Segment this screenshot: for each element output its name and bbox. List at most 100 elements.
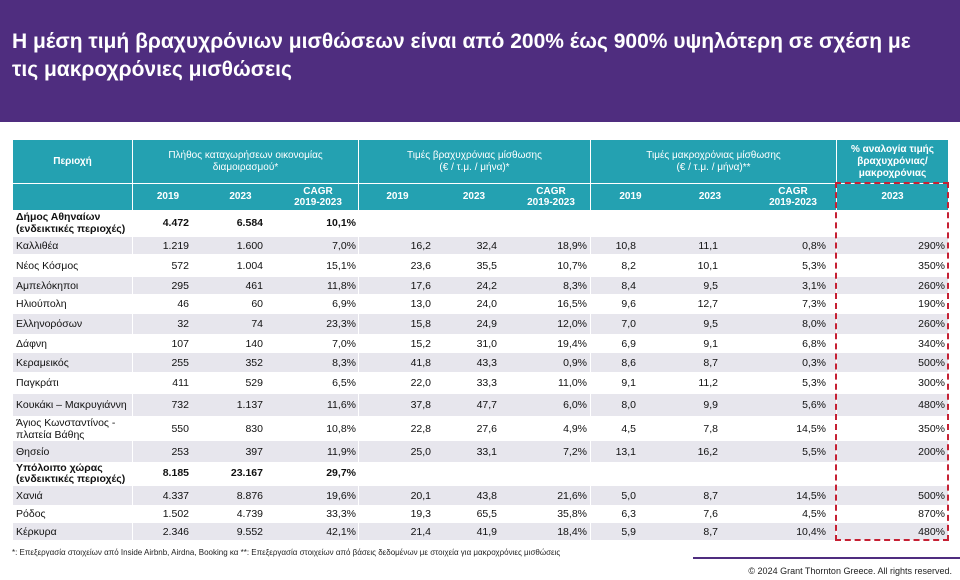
long-term-rent-2023-cell: 7,6	[703, 508, 718, 520]
listings-2019-cell: 550	[132, 417, 203, 440]
empty-cell	[590, 463, 670, 485]
empty-cell	[670, 463, 750, 485]
listings-cagr-cell: 42,1%	[326, 525, 356, 538]
region-cell: Θησείο	[16, 445, 50, 458]
long-term-rent-2019-cell: 8,4	[590, 277, 670, 294]
short-term-rent-cagr-cell: 18,4%	[557, 525, 587, 538]
region-cell: Δήμος Αθηναίων (ενδεικτικές περιοχές)	[16, 211, 126, 235]
table-row: Κεραμεικός 255 352 8,3% 41,8 43,3 0,9% 8,6 8,7 0,…	[13, 352, 948, 372]
ratio-2023-cell: 500%	[836, 353, 948, 372]
listings-2019-cell: 411	[132, 373, 203, 393]
region-cell: Ηλιούπολη	[16, 298, 67, 310]
short-term-rent-2019-cell: 21,4	[358, 523, 436, 540]
long-term-rent-2019-cell: 8,0	[590, 394, 670, 416]
short-term-rent-2019-cell: 17,6	[358, 277, 436, 294]
table-row: Κέρκυρα 2.346 9.552 42,1% 21,4 41,9 18,4% 5,9 8,…	[13, 522, 948, 540]
short-term-rent-2019-cell: 41,8	[358, 353, 436, 372]
header-group-short-term-rent: Τιμές βραχυχρόνιας μίσθωσης (€ / τ.μ. / …	[358, 140, 590, 183]
region-cell: Ελληνορόσων	[16, 318, 83, 330]
header-group-long-term-rent: Τιμές μακροχρόνιας μίσθωσης (€ / τ.μ. / …	[590, 140, 836, 183]
empty-cell	[590, 211, 670, 236]
short-term-rent-cagr-cell: 12,0%	[557, 318, 587, 330]
short-term-rent-2023-cell: 27,6	[476, 422, 497, 435]
long-term-rent-cagr-cell: 5,6%	[802, 399, 826, 411]
table-row: Άγιος Κωνσταντίνος - πλατεία Βάθης 550 830…	[13, 416, 948, 441]
long-term-rent-cagr-cell: 0,8%	[802, 239, 826, 252]
ratio-2023-cell: 260%	[836, 277, 948, 294]
long-term-rent-cagr-cell: 4,5%	[802, 508, 826, 520]
ratio-2023-cell: 290%	[836, 237, 948, 254]
listings-2023-cell: 140	[245, 337, 263, 350]
table-row: Καλλιθέα 1.219 1.600 7,0% 16,2 32,4 18,9% 10,8 1…	[13, 236, 948, 254]
header-ratio-2023: 2023	[836, 183, 948, 210]
listings-2023-cell: 6.584	[236, 216, 263, 229]
long-term-rent-2023-cell: 9,9	[703, 399, 718, 411]
short-term-rent-cagr-cell: 10,7%	[557, 259, 587, 272]
listings-2019-cell: 255	[132, 353, 203, 372]
long-term-rent-2019-cell: 13,1	[590, 441, 670, 462]
listings-2023-cell: 23.167	[230, 467, 263, 480]
region-cell: Παγκράτι	[16, 377, 59, 389]
short-term-rent-2019-cell: 20,1	[358, 486, 436, 505]
section-row: Υπόλοιπο χώρας (ενδεικτικές περιοχές) 8.1…	[13, 462, 948, 485]
short-term-rent-cagr-cell: 6,0%	[563, 399, 587, 411]
empty-cell	[436, 211, 512, 236]
listings-2019-cell: 46	[132, 295, 203, 313]
short-term-rent-2019-cell: 25,0	[358, 441, 436, 462]
listings-cagr-cell: 8,3%	[332, 356, 356, 369]
ratio-2023-cell: 350%	[836, 417, 948, 440]
short-term-rent-cagr-cell: 21,6%	[557, 489, 587, 502]
short-term-rent-cagr-cell: 16,5%	[557, 298, 587, 310]
header-region: Περιοχή	[13, 140, 132, 183]
listings-2023-cell: 60	[251, 298, 263, 310]
listings-2019-cell: 1.219	[132, 237, 203, 254]
long-term-rent-2019-cell: 5,9	[590, 523, 670, 540]
short-term-rent-2019-cell: 37,8	[358, 394, 436, 416]
region-cell: Κουκάκι – Μακρυγιάννη	[16, 399, 127, 411]
long-term-rent-2019-cell: 5,0	[590, 486, 670, 505]
ratio-2023-cell: 300%	[836, 373, 948, 393]
listings-cagr-cell: 15,1%	[326, 259, 356, 272]
listings-2023-cell: 74	[251, 318, 263, 330]
short-term-rent-2023-cell: 35,5	[476, 259, 497, 272]
region-cell: Καλλιθέα	[16, 239, 59, 252]
header-short-term-rent-cagr: CAGR 2019-2023	[512, 183, 590, 210]
long-term-rent-2019-cell: 7,0	[590, 314, 670, 334]
table-row: Θησείο 253 397 11,9% 25,0 33,1 7,2% 13,1 16,2 5,5…	[13, 440, 948, 462]
listings-2019-cell: 2.346	[132, 523, 203, 540]
listings-cagr-cell: 11,9%	[327, 445, 356, 458]
long-term-rent-cagr-cell: 5,3%	[802, 259, 826, 272]
header-group-listings: Πλήθος καταχωρήσεων οικονομίας διαμοιρασ…	[132, 140, 358, 183]
region-cell: Υπόλοιπο χώρας (ενδεικτικές περιοχές)	[16, 461, 126, 485]
long-term-rent-cagr-cell: 14,5%	[796, 422, 826, 435]
header-group-ratio: % αναλογία τιμής βραχυχρόνιας/ μακροχρόν…	[836, 140, 948, 183]
short-term-rent-2023-cell: 33,3	[476, 377, 497, 389]
header-listings-2019: 2019	[132, 183, 203, 210]
empty-cell	[358, 463, 436, 485]
listings-cagr-cell: 6,9%	[332, 298, 356, 310]
listings-cagr-cell: 19,6%	[326, 489, 356, 502]
listings-cagr-cell: 10,1%	[326, 216, 356, 229]
listings-2023-cell: 1.004	[236, 259, 263, 272]
footer-divider	[693, 557, 960, 559]
listings-cagr-cell: 7,0%	[332, 337, 356, 350]
long-term-rent-2019-cell: 6,9	[590, 335, 670, 352]
long-term-rent-2023-cell: 9,5	[703, 279, 718, 292]
long-term-rent-2023-cell: 11,2	[698, 377, 718, 389]
table-row: Ελληνορόσων 32 74 23,3% 15,8 24,9 12,0% 7,0 9,5 8…	[13, 313, 948, 334]
short-term-rent-cagr-cell: 19,4%	[557, 337, 587, 350]
short-term-rent-cagr-cell: 4,9%	[563, 422, 587, 435]
long-term-rent-2023-cell: 7,8	[703, 422, 718, 435]
listings-2023-cell: 397	[245, 445, 263, 458]
listings-cagr-cell: 29,7%	[326, 467, 356, 480]
short-term-rent-2019-cell: 13,0	[358, 295, 436, 313]
listings-cagr-cell: 11,6%	[327, 399, 356, 411]
long-term-rent-2019-cell: 9,6	[590, 295, 670, 313]
long-term-rent-2023-cell: 11,1	[698, 239, 718, 252]
listings-2023-cell: 461	[245, 279, 263, 292]
header-listings-2023: 2023	[203, 183, 278, 210]
short-term-rent-cagr-cell: 7,2%	[563, 445, 587, 458]
ratio-2023-cell: 500%	[836, 486, 948, 505]
copyright-notice: © 2024 Grant Thornton Greece. All rights…	[748, 566, 952, 576]
ratio-2023-cell: 340%	[836, 335, 948, 352]
